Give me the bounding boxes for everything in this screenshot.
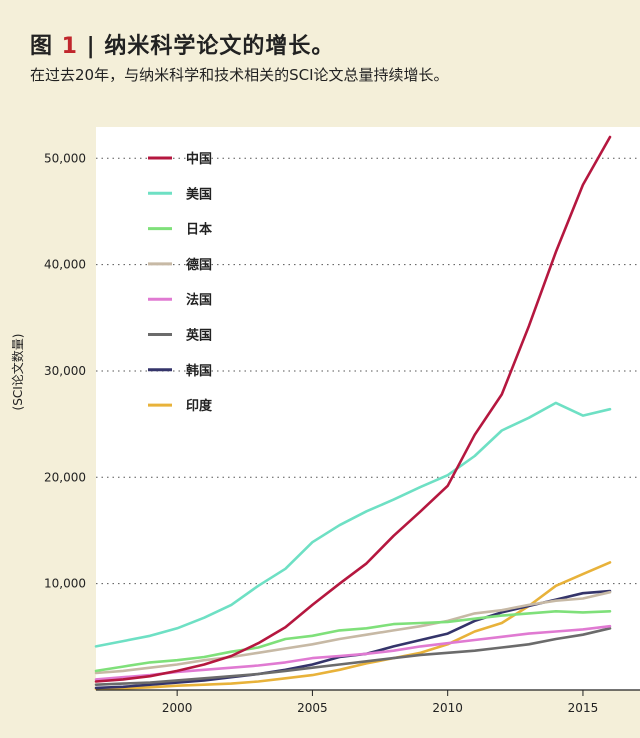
y-tick-label: 20,000 bbox=[44, 470, 86, 484]
y-tick-label: 10,000 bbox=[44, 577, 86, 591]
figure-title: 图 1 | 纳米科学论文的增长。 bbox=[30, 28, 334, 60]
y-tick-label: 50,000 bbox=[44, 151, 86, 165]
x-tick-label: 2010 bbox=[432, 701, 463, 715]
x-tick-label: 2015 bbox=[568, 701, 599, 715]
series-line bbox=[94, 401, 612, 648]
series-line bbox=[94, 561, 612, 691]
x-tick-label: 2005 bbox=[297, 701, 328, 715]
y-axis-label: (SCI论文数量) bbox=[10, 334, 25, 411]
series-line bbox=[94, 590, 612, 675]
series-line bbox=[94, 626, 612, 687]
plot-background bbox=[96, 127, 640, 690]
series-line bbox=[94, 624, 612, 681]
legend-label: 美国 bbox=[186, 186, 212, 202]
legend-label: 英国 bbox=[185, 328, 212, 344]
legend-label: 德国 bbox=[186, 257, 212, 273]
legend-label: 日本 bbox=[186, 222, 212, 238]
axis-ticks: 10,000 20,000 30,000 40,000 50,000 2000 2005 20… bbox=[44, 151, 598, 715]
figure-subtitle: 在过去20年，与纳米科学和技术相关的SCI论文总量持续增长。 bbox=[30, 66, 449, 84]
legend-label: 印度 bbox=[186, 398, 213, 414]
figure-separator: | bbox=[77, 34, 105, 59]
series-line bbox=[94, 135, 612, 683]
figure-prefix: 图 bbox=[30, 34, 62, 59]
legend-label: 韩国 bbox=[186, 363, 212, 379]
y-tick-label: 30,000 bbox=[44, 364, 86, 378]
y-tick-label: 40,000 bbox=[44, 258, 86, 272]
series-line bbox=[94, 609, 612, 673]
series-lines bbox=[94, 135, 612, 691]
figure-title-text: 纳米科学论文的增长。 bbox=[104, 34, 335, 59]
figure-number: 1 bbox=[61, 34, 78, 59]
x-tick-label: 2000 bbox=[162, 701, 193, 715]
legend-label: 中国 bbox=[186, 151, 212, 167]
legend-label: 法国 bbox=[186, 292, 212, 308]
